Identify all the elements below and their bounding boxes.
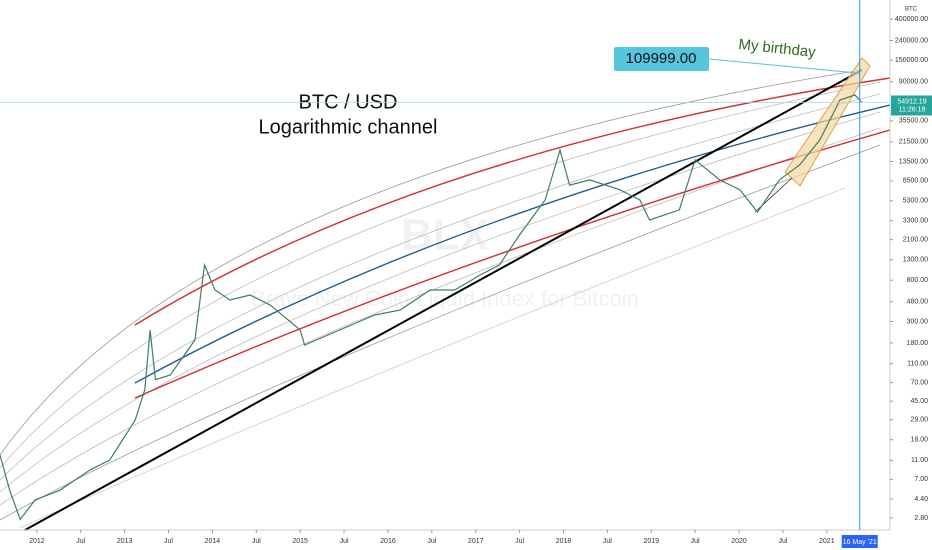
x-tick-label: 2018	[556, 538, 572, 545]
y-tick-label: 2100.00	[903, 237, 928, 244]
price-label-box	[891, 95, 932, 116]
x-tick-label: Jul	[778, 538, 787, 545]
x-tick-label: Jul	[252, 538, 261, 545]
y-tick-label: 29.00	[910, 416, 928, 423]
channel-line	[0, 127, 881, 506]
channel-line	[0, 111, 881, 493]
chart-subtitle: Logarithmic channel	[259, 116, 438, 138]
target-box	[614, 47, 709, 71]
channel-red-top	[134, 77, 891, 326]
y-tick-label: 400000.00	[895, 16, 928, 23]
axis-unit: BTC	[905, 7, 918, 13]
x-tick-label: 2019	[643, 538, 659, 545]
x-tick-label: 2013	[117, 538, 133, 545]
y-tick-label: 800.00	[907, 277, 929, 284]
x-tick-label: 2012	[29, 538, 45, 545]
watermark: BLX Brave New Coin Liquid Index for Bitc…	[251, 211, 639, 311]
x-tick-label: Jul	[427, 538, 436, 545]
x-tick-label: Jul	[76, 538, 85, 545]
channel-line	[0, 69, 863, 456]
crosshair-label-box	[841, 535, 878, 548]
y-tick-label: 240000.00	[895, 37, 928, 44]
price-line	[0, 94, 863, 521]
channel-line	[0, 93, 881, 481]
channel	[0, 57, 891, 531]
x-tick-label: 2014	[205, 538, 221, 545]
channel-line	[19, 187, 846, 529]
x-tick-label: Jul	[603, 538, 612, 545]
x-tick-label: 2021	[819, 538, 835, 545]
x-tick-label: Jul	[340, 538, 349, 545]
y-tick-label: 11.00	[911, 457, 928, 464]
x-tick-label: Jul	[691, 538, 700, 545]
y-tick-label: 3300.00	[903, 218, 928, 225]
channel-line	[0, 81, 881, 469]
crosshair-label: 16 May '21	[843, 539, 877, 546]
trend-line	[24, 69, 863, 531]
price-label: 54912.19	[897, 98, 926, 105]
x-tick-label: 2017	[468, 538, 484, 545]
channel-mid	[134, 104, 891, 384]
x-tick-label: Jul	[515, 538, 524, 545]
y-tick-label: 90000.00	[899, 79, 928, 86]
x-tick-label: 2020	[731, 538, 747, 545]
target-pointer	[708, 58, 860, 74]
y-tick-label: 70.00	[910, 379, 928, 386]
wedge	[784, 57, 871, 187]
y-tick-label: 300.00	[907, 318, 929, 325]
y-tick-label: 8500.00	[903, 178, 928, 185]
y-tick-label: 45.00	[910, 398, 928, 405]
y-tick-label: 5300.00	[903, 198, 928, 205]
channel-red-bottom	[134, 129, 891, 399]
y-tick-label: 4.40	[914, 496, 928, 503]
y-tick-label: 150000.00	[895, 57, 928, 64]
channel-line	[0, 144, 881, 521]
x-tick-label: 2016	[380, 538, 396, 545]
y-tick-label: 18.00	[910, 437, 928, 444]
y-tick-label: 180.00	[907, 340, 929, 347]
y-tick-label: 1300.00	[903, 257, 928, 264]
y-tick-label: 21500.00	[899, 139, 928, 146]
y-tick-label: 110.00	[907, 360, 928, 367]
y-tick-label: 480.00	[907, 299, 929, 306]
x-tick-label: 2015	[292, 538, 308, 545]
target-label: 109999.00	[626, 50, 697, 67]
y-tick-label: 7.00	[914, 476, 928, 483]
x-tick-label: Jul	[164, 538, 173, 545]
y-tick-label: 2.80	[914, 515, 928, 522]
y-tick-label: 13500.00	[899, 158, 928, 165]
y-tick-label: 35500.00	[899, 118, 928, 125]
price-timer: 11:26:18	[899, 106, 926, 113]
